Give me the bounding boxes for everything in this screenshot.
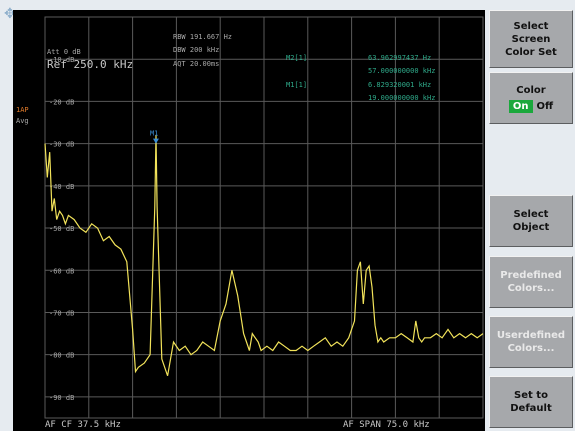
softkey-label: Colors...: [507, 283, 555, 294]
predefined-colors-button[interactable]: Predefined Colors...: [489, 256, 573, 308]
span-label: AF SPAN 75.0 kHz: [343, 420, 430, 430]
userdefined-colors-button[interactable]: Userdefined Colors...: [489, 316, 573, 368]
y-tick-label: -50 dB: [49, 225, 74, 233]
softkey-label: Color: [516, 84, 546, 96]
softkey-panel: Select Screen Color Set Color On Off Sel…: [489, 10, 573, 431]
rbw-label: RBW 191.667 Hz: [173, 33, 233, 41]
color-toggle-button[interactable]: Color On Off: [489, 72, 573, 124]
spectrum-display[interactable]: -10 dB -20 dB -30 dB -40 dB -50 dB -60 dB -70 …: [13, 10, 485, 431]
marker1-position: 19.000000000 kHz: [368, 94, 436, 102]
attenuation-label: Att 0 dB: [47, 48, 81, 56]
color-off-option[interactable]: Off: [536, 100, 554, 112]
center-frequency-label: AF CF 37.5 kHz: [45, 420, 121, 430]
y-axis: -10 dB -20 dB -30 dB -40 dB -50 dB -60 dB -70 …: [49, 56, 74, 402]
marker2-position: 57.000000000 kHz: [368, 67, 436, 75]
marker1-label: M1[1]: [286, 81, 308, 89]
spectrum-plot: -10 dB -20 dB -30 dB -40 dB -50 dB -60 dB -70 …: [44, 16, 484, 419]
softkey-label: Select: [513, 209, 549, 220]
marker-label: M1: [150, 130, 158, 138]
y-tick-label: -60 dB: [49, 267, 74, 275]
y-tick-label: -40 dB: [49, 183, 74, 191]
trace-detector-label: Avg: [16, 117, 29, 125]
softkey-label: Colors...: [507, 343, 555, 354]
y-tick-label: -20 dB: [49, 98, 74, 106]
softkey-label: Default: [510, 403, 552, 414]
y-tick-label: -30 dB: [49, 141, 74, 149]
softkey-label: Select: [513, 20, 549, 32]
logo-icon: ✥: [4, 6, 16, 22]
trace-line: [44, 135, 484, 376]
set-to-default-button[interactable]: Set to Default: [489, 376, 573, 428]
select-screen-color-set-button[interactable]: Select Screen Color Set: [489, 10, 573, 68]
y-tick-label: -10 dB: [49, 56, 74, 64]
softkey-label: Color Set: [505, 46, 557, 58]
marker-m1: [152, 138, 159, 144]
softkey-label: Screen: [511, 33, 551, 45]
color-on-option[interactable]: On: [508, 99, 533, 113]
softkey-label: Predefined: [500, 270, 562, 281]
y-tick-label: -90 dB: [49, 394, 74, 402]
marker2-label: M2[1]: [286, 54, 308, 62]
softkey-label: Object: [512, 222, 550, 233]
color-toggle[interactable]: On Off: [508, 99, 554, 113]
dbw-label: DBW 200 kHz: [173, 46, 220, 54]
grid: [44, 16, 484, 419]
softkey-label: Set to: [514, 390, 548, 401]
reference-level-label: Ref 250.0 kHz: [47, 58, 134, 71]
aqt-label: AQT 20.00ms: [173, 60, 220, 68]
select-object-button[interactable]: Select Object: [489, 195, 573, 247]
y-tick-label: -70 dB: [49, 309, 74, 317]
y-tick-label: -80 dB: [49, 352, 74, 360]
trace-mode-label: 1AP: [16, 106, 29, 114]
softkey-label: Userdefined: [496, 330, 566, 341]
marker2-value: 63.962997437 Hz: [368, 54, 432, 62]
marker1-value: 6.829320001 kHz: [368, 81, 432, 89]
trace: [44, 135, 484, 376]
markers: M1: [150, 130, 159, 144]
